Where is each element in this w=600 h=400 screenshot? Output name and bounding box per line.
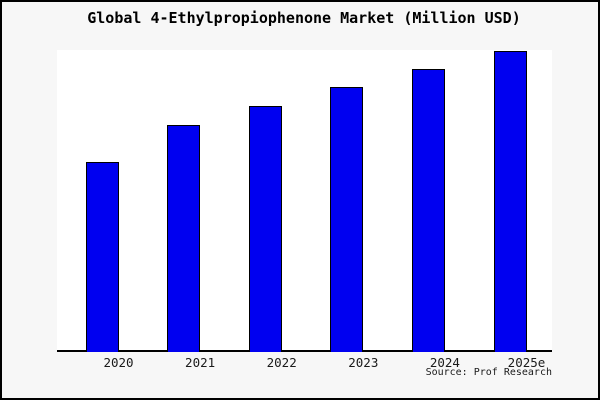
x-axis-label-2025e: 2025e: [507, 355, 546, 370]
source-credit: Source: Prof Research: [425, 367, 552, 378]
bar-2023: [330, 87, 364, 352]
chart-title: Global 4-Ethylpropiophenone Market (Mill…: [87, 9, 521, 27]
bar-2025e: [493, 51, 527, 352]
bar-2020: [85, 162, 119, 352]
plot-area: [57, 50, 552, 352]
x-axis-label-2020: 2020: [103, 355, 134, 370]
bar-2021: [167, 125, 201, 352]
bar-2024: [411, 69, 445, 352]
x-axis-line: [57, 350, 552, 352]
bar-2022: [248, 106, 282, 352]
x-axis-label-2024: 2024: [429, 355, 460, 370]
x-axis-label-2023: 2023: [348, 355, 379, 370]
x-axis-label-2022: 2022: [266, 355, 297, 370]
x-axis-label-2021: 2021: [185, 355, 216, 370]
